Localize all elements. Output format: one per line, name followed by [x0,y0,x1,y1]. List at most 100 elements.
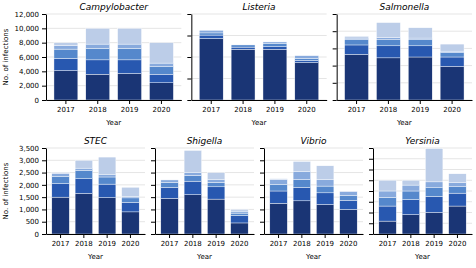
grid [191,14,326,100]
tick [333,100,337,101]
tick-mark [187,57,191,58]
tick: 2019 [266,100,284,114]
bar [449,174,466,183]
tick: 2018 [234,100,252,114]
tick-mark [83,234,84,238]
tick-mark [42,160,46,161]
panel: 02,0004,0006,0008,00010,00012,0002017201… [2,2,182,127]
tick-mark [151,197,155,198]
bar [379,197,396,206]
bars [54,28,173,100]
x-axis-title: Year [105,119,121,127]
bar [184,176,201,182]
bar [316,205,333,234]
title: Listeria [243,2,276,12]
y-axis-title: No. of infections [2,162,10,219]
bar [161,180,178,182]
series [52,157,139,197]
bar [379,206,396,221]
tick: 2019 [121,100,139,114]
tick-label: 1,500 [19,194,39,202]
tick-label: 1,000 [19,206,39,214]
grid-line [337,31,472,32]
bar [440,57,464,66]
tick-mark [151,222,155,223]
series [345,54,464,100]
tick-mark [151,160,155,161]
tick: 2019 [316,234,334,248]
bar [98,184,115,198]
y-axis: 05001,0001,5002,0002,5003,0003,500 [19,145,47,239]
bar [122,212,139,234]
axis-line [191,15,192,101]
series [345,45,464,67]
tick-mark [333,48,337,49]
tick-mark [301,234,302,238]
bar [340,200,357,209]
bar [75,160,92,168]
tick [333,31,337,32]
tick-label: 2017 [379,240,397,248]
series [161,181,248,223]
tick-mark [42,222,46,223]
tick-label: 2020 [443,106,461,114]
bar [122,187,139,196]
tick-mark [42,86,46,87]
tick-mark [348,234,349,238]
bar [270,179,287,184]
grid-line [264,172,363,173]
tick-label: 2018 [75,240,93,248]
grid-line [264,160,363,161]
bar [408,40,432,46]
grid-line [373,158,472,159]
bar [293,179,310,187]
tick-mark [260,148,264,149]
tick: 2017 [161,234,179,248]
bar [449,187,466,193]
bar [161,187,178,198]
bar [263,49,287,100]
tick-mark [369,213,373,214]
grid-line [191,14,326,15]
tick: 2018 [402,234,420,248]
bars [199,30,318,100]
x-axis-title: Year [414,253,430,261]
bar [345,38,369,40]
tick-mark [42,197,46,198]
tick-mark [369,202,373,203]
bar [440,51,464,53]
bars [270,162,357,234]
tick-mark [42,185,46,186]
tick: 6,000 [19,54,46,62]
bar [231,49,255,100]
tick-mark [42,71,46,72]
axis-line [155,149,156,235]
tick-label: 2019 [316,240,334,248]
tick-label: 2020 [340,240,358,248]
tick-mark [107,234,108,238]
bar [149,67,173,75]
bar [340,195,357,200]
y-axis [369,149,374,235]
tick [333,66,337,67]
bar [54,49,78,58]
tick: 2017 [57,100,75,114]
bar [184,195,201,234]
tick-mark [410,234,411,238]
tick [151,222,155,223]
grid-line [46,28,181,29]
tick-mark [42,43,46,44]
tick: 0 [35,97,46,105]
tick: 1,000 [19,206,46,214]
bar [263,43,287,46]
bar [98,175,115,177]
tick-mark [369,170,373,171]
tick-label: 2018 [89,106,107,114]
bar [425,182,442,188]
bar [118,28,142,44]
tick-mark [434,234,435,238]
tick [333,48,337,49]
grid [46,148,145,234]
grid [264,148,363,234]
tick [151,148,155,149]
